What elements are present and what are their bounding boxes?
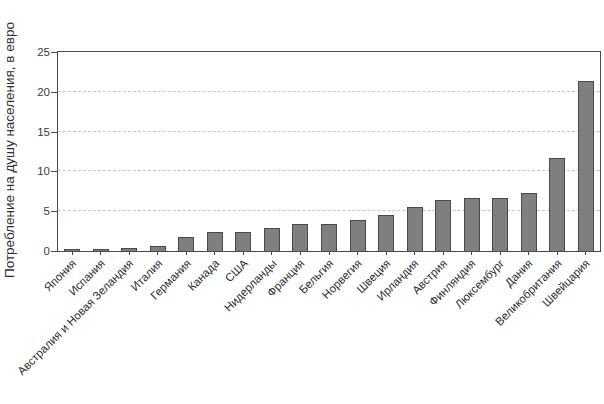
grid-line [58,131,600,132]
y-tick-label: 5 [0,204,50,218]
bar-Япония [64,249,80,251]
y-tick-mark [51,211,57,212]
bar-Великобритания [549,158,565,251]
grid-line [58,170,600,171]
y-tick-mark [51,171,57,172]
bar-chart-figure: Потребление на душу населения, в евро 05… [0,0,604,404]
x-tick-mark [214,252,215,255]
x-tick-mark [157,252,158,255]
x-tick-mark [386,252,387,255]
y-tick-mark [51,92,57,93]
bar-Австрия [435,200,451,251]
bar-Ирландия [407,207,423,251]
x-tick-mark [243,252,244,255]
bar-Швеция [378,215,394,251]
x-tick-mark [500,252,501,255]
bar-Австралия и Новая Зеландия [121,248,137,251]
x-tick-mark [300,252,301,255]
x-tick-mark [329,252,330,255]
x-tick-mark [443,252,444,255]
y-tick-label: 20 [0,85,50,99]
y-tick-mark [51,251,57,252]
bar-Финляндия [464,198,480,251]
grid-line [58,91,600,92]
y-tick-label: 25 [0,45,50,59]
bar-Бельгия [321,224,337,251]
x-tick-mark [528,252,529,255]
y-tick-mark [51,52,57,53]
x-tick-mark [414,252,415,255]
x-tick-mark [585,252,586,255]
bar-Германия [178,237,194,251]
x-tick-mark [557,252,558,255]
plot-area [57,51,601,252]
y-tick-label: 0 [0,244,50,258]
bar-Испания [93,249,109,251]
bar-Норвегия [350,220,366,251]
bar-Люксембург [492,198,508,251]
x-tick-mark [129,252,130,255]
bar-Нидерланды [264,228,280,251]
y-tick-label: 10 [0,164,50,178]
x-tick-mark [357,252,358,255]
grid-line [58,210,600,211]
bar-Италия [150,246,166,251]
x-tick-mark [471,252,472,255]
x-tick-mark [100,252,101,255]
bar-Швейцария [578,81,594,251]
y-tick-label: 15 [0,125,50,139]
x-tick-mark [271,252,272,255]
bar-Дания [521,193,537,251]
bar-Канада [207,232,223,251]
bar-США [235,232,251,251]
bar-Франция [292,224,308,251]
x-tick-mark [72,252,73,255]
y-tick-mark [51,132,57,133]
x-tick-mark [186,252,187,255]
